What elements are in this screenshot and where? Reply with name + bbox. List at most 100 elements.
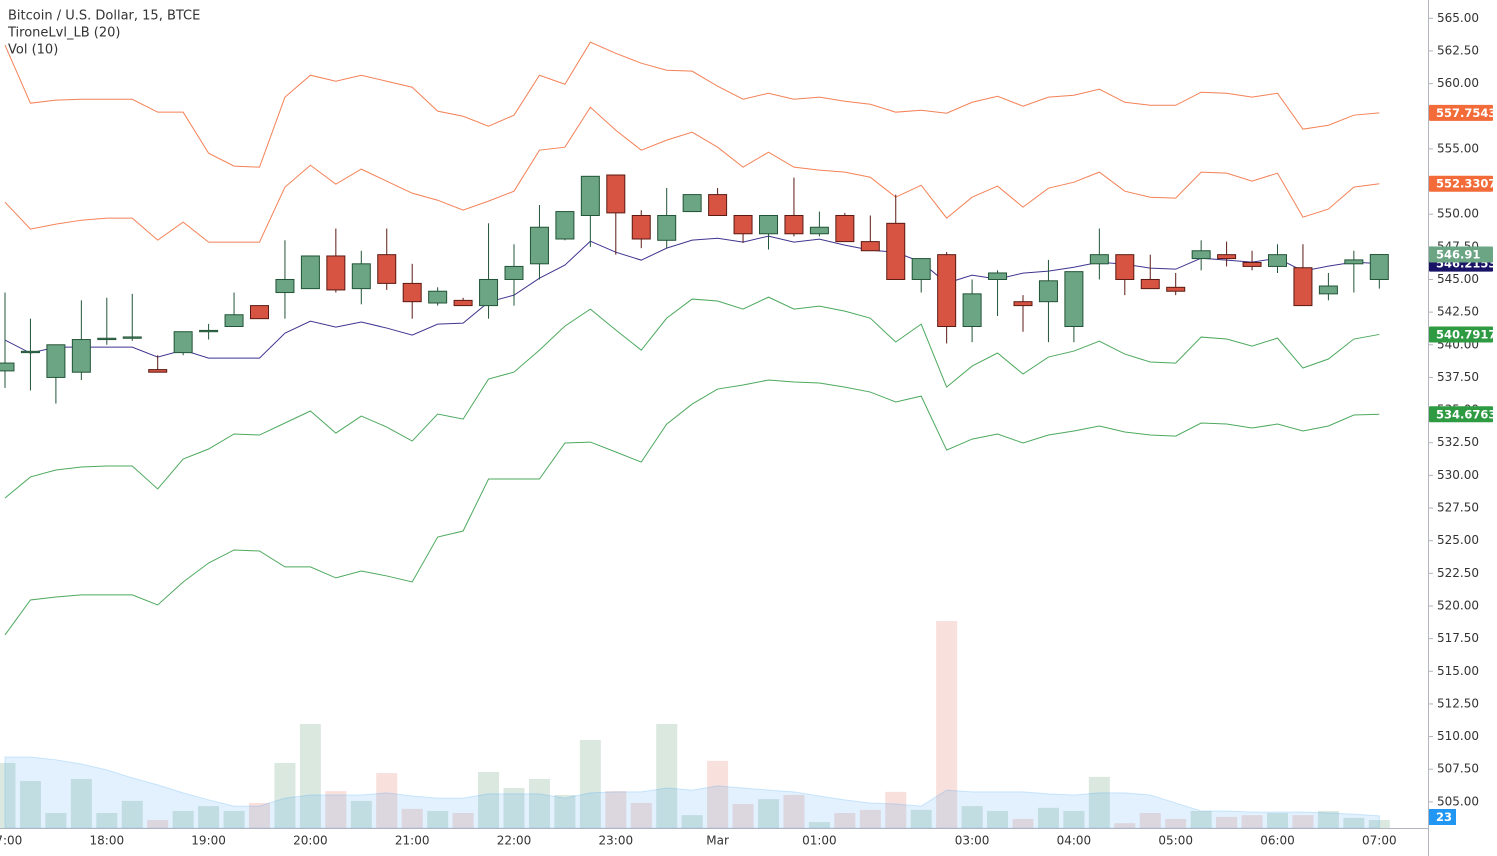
- candle-body: [657, 214, 677, 241]
- volume-bar: [1241, 815, 1263, 828]
- volume-bar: [478, 771, 500, 828]
- volume-bar: [325, 791, 347, 828]
- y-tick-label: 565.00: [1437, 11, 1479, 25]
- candle-body: [97, 337, 117, 341]
- y-tick-label: 520.00: [1437, 598, 1479, 612]
- x-tick-label: 06:00: [1260, 834, 1295, 848]
- candle-body: [71, 339, 91, 373]
- candle-body: [962, 293, 982, 327]
- x-tick-label: 21:00: [395, 834, 430, 848]
- volume-bar: [427, 810, 449, 828]
- candle-body: [300, 255, 320, 290]
- volume-bar: [70, 778, 92, 828]
- volume-bar: [936, 621, 958, 828]
- volume-bar: [1063, 810, 1085, 828]
- volume-bar: [1114, 823, 1136, 828]
- volume-bar: [96, 813, 118, 828]
- candle-body: [1344, 259, 1364, 265]
- candle-body: [784, 214, 804, 235]
- volume-bar: [681, 815, 703, 828]
- volume-bar: [605, 791, 627, 828]
- candle-body: [148, 369, 168, 373]
- candle-body: [1242, 262, 1262, 267]
- volume-bar: [1190, 810, 1212, 828]
- volume-bar: [1165, 818, 1187, 828]
- x-tick-label: 07:00: [1362, 834, 1397, 848]
- volume-bar: [19, 781, 41, 828]
- y-tick-label: 542.50: [1437, 305, 1479, 319]
- candle-body: [529, 226, 549, 265]
- volume-bar: [503, 787, 525, 828]
- candle-body: [122, 336, 142, 339]
- candle-body: [733, 214, 753, 235]
- candle-body: [0, 362, 15, 372]
- candle-body: [708, 194, 728, 216]
- volume-bar: [45, 813, 67, 828]
- candle-body: [1318, 285, 1338, 295]
- volume-bar: [0, 762, 16, 828]
- y-tick-label: 550.00: [1437, 207, 1479, 221]
- volume-bar: [121, 800, 143, 828]
- candle-body: [1369, 254, 1389, 280]
- candle-body: [606, 174, 626, 214]
- y-tick-label: 560.00: [1437, 76, 1479, 90]
- candle-body: [1293, 267, 1313, 307]
- candle-body: [1038, 280, 1058, 303]
- volume-bar: [1343, 817, 1365, 828]
- indicator-line: [4, 296, 1380, 499]
- candle-body: [377, 254, 397, 284]
- candle-body: [428, 290, 448, 304]
- close-price-tag: 546.91: [1436, 248, 1480, 262]
- candle-body: [911, 258, 931, 280]
- y-tick-label: 510.00: [1437, 729, 1479, 743]
- candle-body: [1064, 271, 1084, 327]
- candle-body: [631, 214, 651, 240]
- chart-title: Bitcoin / U.S. Dollar, 15, BTCE: [8, 9, 200, 24]
- candle-body: [1089, 254, 1109, 265]
- volume-bar: [554, 794, 576, 828]
- volume-bar: [1088, 776, 1110, 828]
- volume-bar: [808, 822, 830, 828]
- candle-body: [46, 344, 66, 378]
- candle-body: [1217, 254, 1237, 260]
- volume-bar: [758, 799, 779, 828]
- y-tick-label: 527.50: [1437, 501, 1479, 515]
- volume-bar: [1368, 819, 1390, 828]
- candle-body: [1140, 278, 1160, 290]
- candle-body: [275, 278, 295, 294]
- volume-bar: [707, 760, 729, 828]
- x-tick-label: 04:00: [1057, 834, 1092, 848]
- x-tick-label: 20:00: [293, 834, 328, 848]
- volume-ma-area: [4, 756, 1380, 829]
- y-tick-label: 525.00: [1437, 533, 1479, 547]
- volume-bar: [987, 810, 1009, 828]
- candle-body: [1115, 254, 1135, 280]
- candle-body: [860, 241, 880, 252]
- y-tick-label: 537.50: [1437, 370, 1479, 384]
- candle-body: [504, 265, 524, 280]
- volume-label: Vol (10): [8, 43, 58, 58]
- volume-tag-bg: [1429, 809, 1456, 825]
- indicator-line: [4, 106, 1380, 243]
- volume-bar: [834, 813, 856, 828]
- volume-bar: [910, 809, 932, 828]
- candle-body: [835, 214, 855, 243]
- volume-bar: [732, 803, 754, 828]
- y-tick-label: 545.00: [1437, 272, 1479, 286]
- volume-bar: [528, 778, 550, 828]
- candle-body: [1013, 301, 1033, 307]
- indicator-price-tag: 540.7917: [1436, 327, 1496, 341]
- y-tick-label: 532.50: [1437, 435, 1479, 449]
- candle-body: [351, 263, 371, 290]
- volume-bar: [656, 723, 678, 828]
- volume-bar: [783, 794, 805, 828]
- indicator-price-tag-bg: [1429, 406, 1493, 423]
- volume-bar: [376, 773, 398, 828]
- volume-bar: [401, 808, 423, 828]
- volume-bar: [1037, 807, 1059, 828]
- volume-bar: [198, 806, 220, 828]
- x-tick-label: 18:00: [90, 834, 125, 848]
- candle-body: [224, 314, 244, 327]
- volume-bar: [223, 810, 245, 828]
- volume-bar: [579, 739, 601, 828]
